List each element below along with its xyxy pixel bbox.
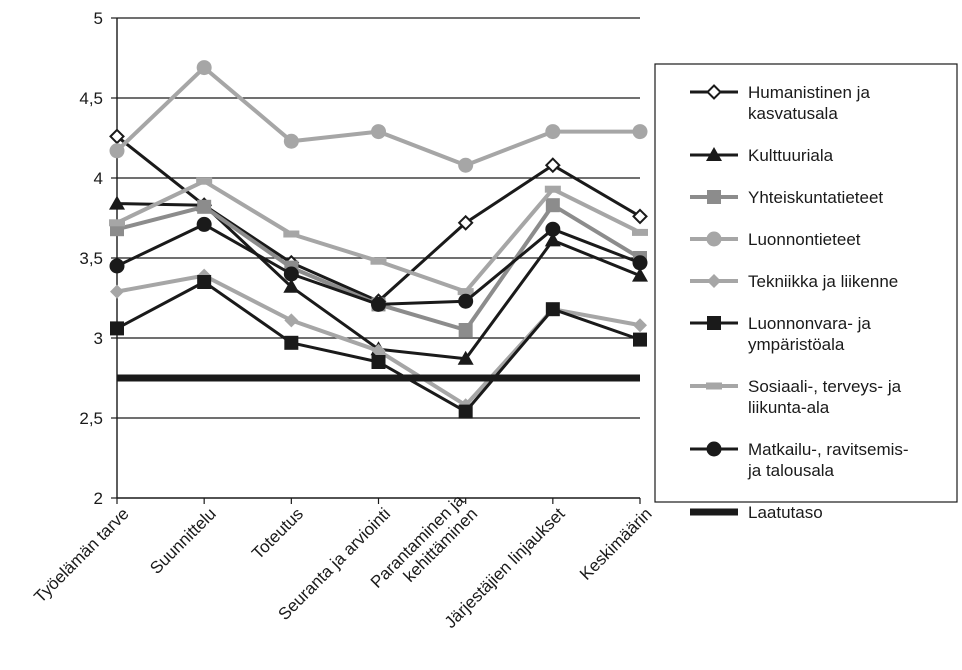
legend-entry: Luonnonvara- ja ympäristöala [690, 314, 871, 354]
y-tick-labels: 2 2,5 3 3,5 4 4,5 5 [79, 9, 103, 508]
data-point [370, 257, 387, 265]
x-tick-label: Työelämän tarve [30, 504, 132, 606]
data-point [632, 267, 648, 282]
series-lines [109, 60, 648, 419]
data-point [457, 214, 474, 231]
y-tick-label: 4,5 [79, 89, 103, 108]
data-point [110, 284, 124, 299]
data-point [284, 335, 299, 350]
y-tick-label: 4 [94, 169, 103, 188]
data-point [545, 221, 561, 237]
series-4 [109, 60, 648, 173]
legend-label: Luonnontieteet [748, 230, 861, 249]
data-point [545, 198, 560, 213]
legend-label: liikunta-ala [748, 398, 830, 417]
legend-entry: Matkailu-, ravitsemis-ja talousala [690, 440, 909, 480]
x-tick-label: Toteutus [248, 504, 307, 563]
data-point [283, 266, 299, 282]
x-tick-label: Keskimäärin [576, 504, 656, 584]
legend: Humanistinen ja kasvatusala Kulttuuriala Yh… [654, 63, 958, 522]
data-point [109, 258, 125, 274]
series-3 [110, 198, 647, 337]
legend-marker [707, 190, 721, 204]
data-point [109, 219, 125, 227]
legend-label: Humanistinen ja [748, 83, 870, 102]
legend-label: Kulttuuriala [748, 146, 834, 165]
legend-entry: Yhteiskuntatieteet [690, 188, 883, 207]
legend-label: Matkailu-, ravitsemis- [748, 440, 909, 459]
legend-label: ja talousala [747, 461, 835, 480]
data-point [109, 128, 125, 145]
legend-label: Luonnonvara- ja [748, 314, 871, 333]
y-tick-label: 5 [94, 9, 103, 28]
x-tick-labels: Työelämän tarve Suunnittelu ToteutusSeuran… [30, 490, 655, 632]
data-point [110, 321, 124, 336]
data-point [196, 60, 212, 76]
legend-label: Yhteiskuntatieteet [748, 188, 883, 207]
data-point [284, 313, 299, 328]
legend-entry: Humanistinen ja kasvatusala [690, 83, 870, 123]
data-point [545, 124, 561, 140]
legend-marker [706, 84, 722, 100]
x-tick-label: Suunnittelu [146, 504, 220, 578]
axes [111, 17, 641, 504]
data-point [545, 302, 560, 317]
data-point [283, 278, 300, 293]
legend-label: ympäristöala [748, 335, 845, 354]
data-point [458, 293, 474, 309]
y-tick-label: 3 [94, 329, 103, 348]
data-point [458, 157, 474, 173]
data-point [371, 124, 386, 140]
data-point [544, 157, 561, 174]
legend-label: kasvatusala [748, 104, 838, 123]
data-point [371, 296, 386, 312]
legend-entry: Laatutaso [690, 503, 823, 522]
data-point [196, 177, 213, 185]
data-point [544, 185, 561, 193]
data-point [632, 255, 648, 271]
data-point [109, 195, 125, 210]
legend-entry: Sosiaali-, terveys- ja liikunta-ala [690, 377, 902, 417]
data-point [458, 404, 473, 419]
data-point [371, 343, 386, 358]
series-6 [110, 275, 647, 419]
series-8 [109, 216, 648, 312]
data-point [283, 230, 300, 238]
data-point [371, 355, 386, 369]
series-7 [109, 177, 648, 296]
legend-label: Tekniikka ja liikenne [748, 272, 898, 291]
legend-marker [707, 274, 721, 288]
legend-label: Sosiaali-, terveys- ja [748, 377, 902, 396]
legend-marker [706, 441, 722, 457]
y-tick-label: 2 [94, 489, 103, 508]
legend-entry: Tekniikka ja liikenne [690, 272, 898, 291]
data-point [633, 318, 647, 333]
data-point [544, 232, 561, 247]
data-point [458, 323, 473, 337]
legend-marker [706, 382, 722, 390]
series-line [115, 65, 640, 168]
legend-label: Laatutaso [748, 503, 823, 522]
data-point [197, 199, 212, 214]
legend-entry: Kulttuuriala [690, 146, 834, 165]
data-point [632, 124, 648, 140]
y-tick-label: 3,5 [79, 249, 103, 268]
data-point [633, 332, 647, 347]
data-point [283, 133, 299, 149]
y-tick-label: 2,5 [79, 409, 103, 428]
data-point [457, 288, 474, 296]
data-point [632, 208, 648, 225]
legend-marker [706, 147, 722, 161]
data-point [632, 228, 648, 236]
data-point [196, 216, 212, 232]
series-line [116, 202, 641, 361]
data-point [197, 275, 212, 289]
legend-entry: Luonnontieteet [690, 230, 861, 249]
data-point [457, 350, 474, 365]
legend-marker [707, 316, 721, 330]
legend-marker [706, 231, 722, 247]
series-1 [109, 128, 648, 310]
data-point [109, 143, 125, 159]
